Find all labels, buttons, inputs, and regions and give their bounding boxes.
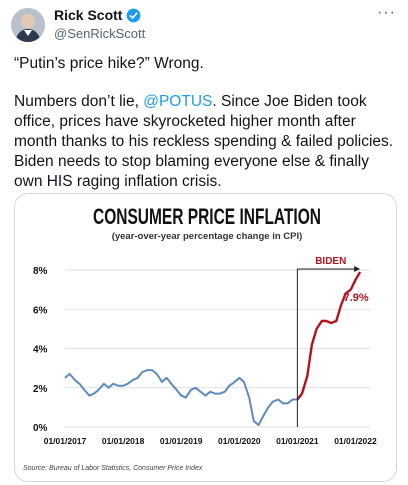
cpi-chart: CONSUMER PRICE INFLATION (year-over-year… xyxy=(23,204,377,472)
tweet-text: “Putin’s price hike?” Wrong. Numbers don… xyxy=(14,54,400,192)
series-line-pre xyxy=(64,369,298,426)
arrow-head-icon xyxy=(354,266,361,272)
author-handle[interactable]: @SenRickScott xyxy=(54,26,146,41)
y-tick-label: 0% xyxy=(33,423,48,434)
x-tick-label: 01/01/2022 xyxy=(334,436,377,446)
x-tick-label: 01/01/2018 xyxy=(102,436,145,446)
tweet-body: Numbers don’t lie, @POTUS. Since Joe Bid… xyxy=(14,92,400,192)
tweet-body-start: Numbers don’t lie, xyxy=(14,93,144,110)
avatar[interactable] xyxy=(11,8,45,42)
verified-badge-icon xyxy=(126,8,141,23)
y-tick-label: 2% xyxy=(33,384,48,395)
tweet-line-1: “Putin’s price hike?” Wrong. xyxy=(14,55,204,72)
tweet-body-rest: . Since Joe Biden took office, prices ha… xyxy=(14,93,394,190)
y-tick-label: 6% xyxy=(33,305,48,316)
author-name[interactable]: Rick Scott xyxy=(54,7,123,23)
more-options-icon[interactable]: ··· xyxy=(377,4,396,21)
chart-subtitle: (year-over-year percentage change in CPI… xyxy=(112,231,303,242)
x-tick-label: 01/01/2019 xyxy=(160,436,203,446)
series-line-biden xyxy=(296,271,362,401)
chart-image[interactable]: CONSUMER PRICE INFLATION (year-over-year… xyxy=(14,193,397,482)
biden-annotation: BIDEN xyxy=(315,256,346,267)
x-tick-label: 01/01/2021 xyxy=(276,436,319,446)
chart-source: Source: Bureau of Labor Statistics, Cons… xyxy=(23,465,203,472)
x-tick-label: 01/01/2017 xyxy=(44,436,87,446)
y-tick-label: 4% xyxy=(33,345,48,356)
x-tick-label: 01/01/2020 xyxy=(218,436,261,446)
chart-title: CONSUMER PRICE INFLATION xyxy=(93,204,321,229)
mention-link[interactable]: @POTUS xyxy=(143,93,213,110)
end-value-label: 7.9% xyxy=(344,292,369,304)
y-tick-label: 8% xyxy=(33,266,48,277)
